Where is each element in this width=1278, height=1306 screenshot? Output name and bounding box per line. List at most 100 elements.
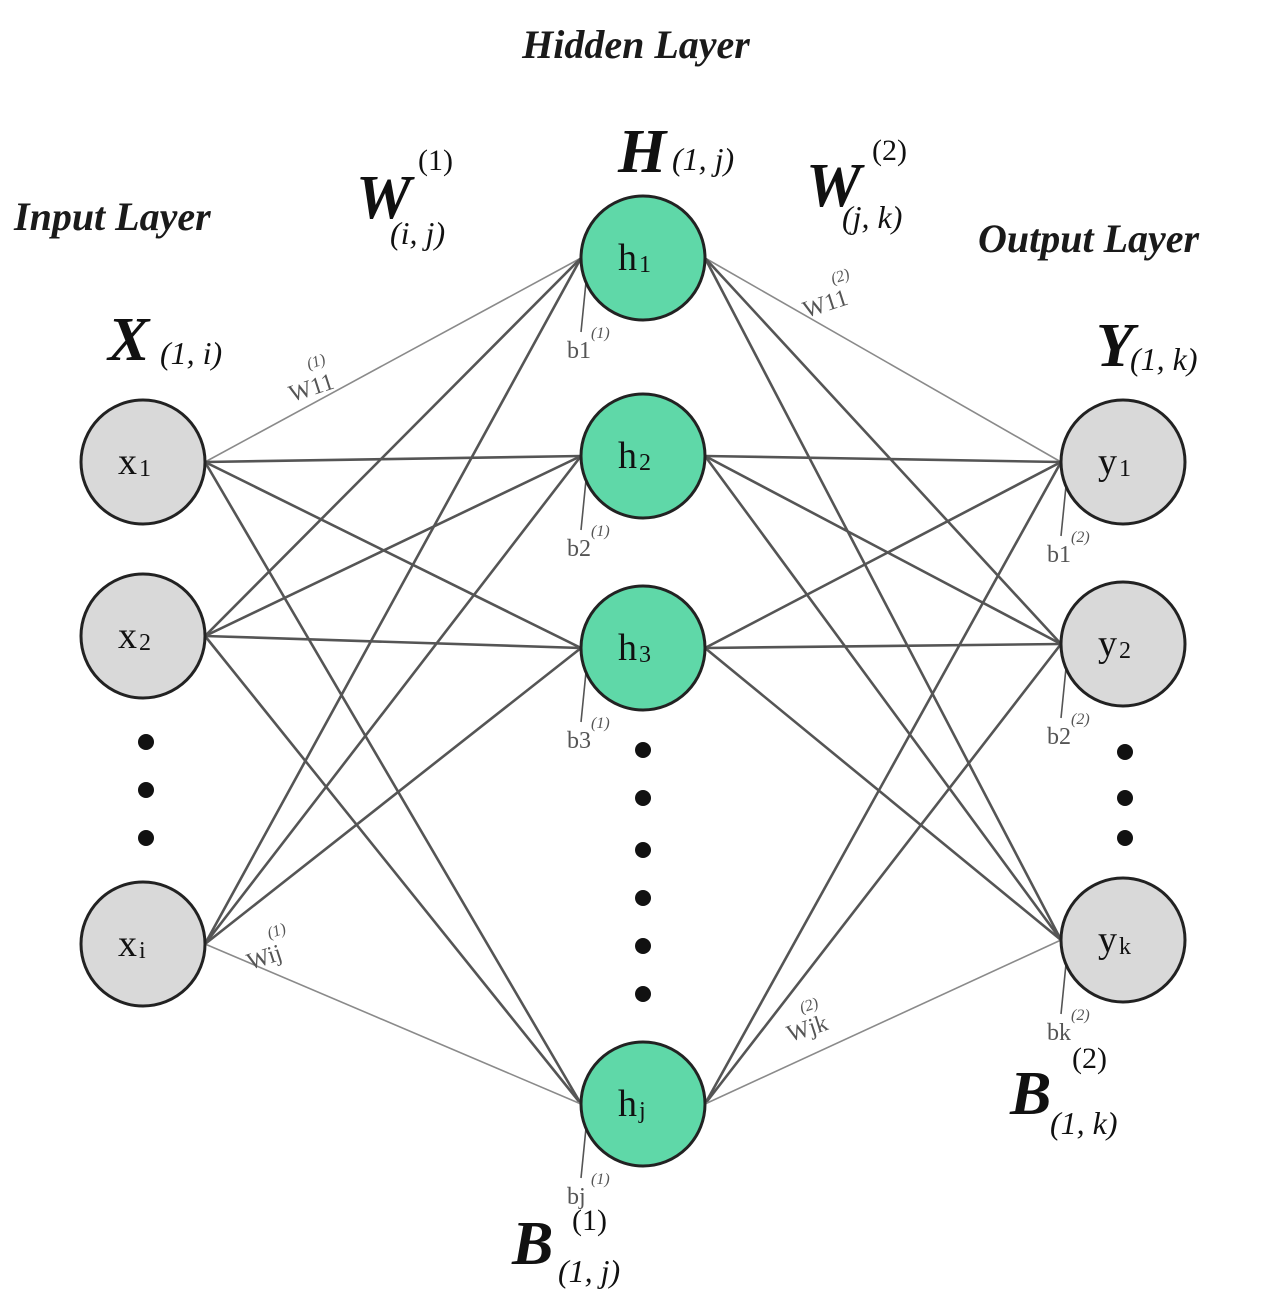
node-sub-x1: 1 — [139, 456, 151, 482]
node-sub-xi: i — [139, 938, 146, 964]
weight-label-wjk-2-sup: (2) — [798, 995, 821, 1017]
bias-label-hidden-h3: b3 — [567, 728, 591, 754]
bias-sup-hidden-h1: (1) — [591, 325, 610, 342]
node-label-x1: x — [118, 441, 137, 483]
bias-sup-hidden-h2: (1) — [591, 523, 610, 540]
bias-label-output-yk: bk — [1047, 1020, 1071, 1046]
node-circle-y2 — [1059, 580, 1187, 708]
input-vector-symbol: X (1, i) — [106, 306, 222, 374]
node-circle-x1 — [79, 398, 207, 526]
bias-vector-1-symbol: B (1) (1, j) — [511, 1204, 620, 1289]
weight-label-wij-1: Wij (1) — [244, 920, 288, 976]
nodes: x 1x 2x ih 1h 2h 3h jy 1y 2y k — [79, 194, 1187, 1168]
hidden-vector-sub: (1, j) — [672, 141, 734, 177]
edge-x2-hj — [203, 635, 583, 1105]
output-layer-title: Output Layer — [978, 216, 1200, 261]
node-circle-h2 — [579, 392, 707, 520]
node-label-hj: h — [618, 1083, 637, 1125]
edge-h1-yk — [703, 257, 1063, 941]
edge-h3-y1 — [704, 460, 1062, 650]
node-label-y1: y — [1098, 441, 1117, 483]
ellipsis-dot-hidden-4 — [635, 938, 651, 954]
bias-sup-hidden-h3: (1) — [591, 715, 610, 732]
node-label-h1: h — [618, 237, 637, 279]
weight-label-w11-2-sup: (2) — [829, 266, 852, 288]
weight-matrix-1-sub: (i, j) — [390, 215, 445, 251]
hidden-vector-symbol: H (1, j) — [617, 118, 734, 186]
edge-h2-y1 — [704, 454, 1062, 464]
weight-matrix-1-sup: (1) — [418, 144, 453, 177]
edge-x1-hj — [203, 461, 583, 1105]
node-sub-y1: 1 — [1119, 456, 1131, 482]
weight-label-w11-2-base: W11 — [800, 285, 852, 324]
node-label-y2: y — [1098, 623, 1117, 665]
bias-vector-2-sub: (1, k) — [1050, 1105, 1118, 1141]
node-sub-yk: k — [1119, 934, 1131, 960]
weight-label-wij-1-sup: (1) — [265, 920, 288, 942]
node-sub-x2: 2 — [139, 630, 151, 656]
bias-sup-output-yk: (2) — [1071, 1007, 1090, 1024]
ellipsis-dot-hidden-3 — [635, 890, 651, 906]
weight-matrix-1-symbol: W (1) (i, j) — [356, 144, 453, 251]
weight-label-wjk-2-base: Wjk — [784, 1010, 831, 1047]
bias-sup-hidden-hj: (1) — [591, 1171, 610, 1188]
hidden-vector-main: H — [617, 118, 668, 186]
connection-edges — [203, 257, 1063, 1105]
weight-label-w11-1-sup: (1) — [305, 351, 328, 373]
node-circle-h1 — [579, 194, 707, 322]
weight-label-w11-1-base: W11 — [286, 369, 338, 408]
node-sub-h3: 3 — [639, 642, 651, 668]
bias-vector-2-symbol: B (2) (1, k) — [1009, 1042, 1118, 1141]
node-label-h2: h — [618, 435, 637, 477]
edge-xi-h3 — [204, 646, 582, 946]
node-circle-yk — [1059, 876, 1187, 1004]
weight-label-w11-1: W11 (1) — [286, 351, 338, 408]
bias-vector-1-sub: (1, j) — [558, 1253, 620, 1289]
weight-label-wij-1-base: Wij — [244, 940, 285, 976]
output-vector-main: Y — [1096, 312, 1139, 380]
edge-xi-h1 — [203, 257, 583, 945]
node-label-h3: h — [618, 627, 637, 669]
edge-x2-h3 — [204, 634, 582, 650]
ellipsis-dot-output-0 — [1117, 744, 1133, 760]
ellipsis-dot-hidden-5 — [635, 986, 651, 1002]
node-circle-x2 — [79, 572, 207, 700]
ellipsis-dots — [138, 734, 1133, 1002]
weight-matrix-2-symbol: W (2) (j, k) — [806, 134, 907, 235]
bias-sup-output-y2: (2) — [1071, 711, 1090, 728]
ellipsis-dot-input-1 — [138, 782, 154, 798]
ellipsis-dot-hidden-1 — [635, 790, 651, 806]
weight-matrix-2-main: W — [806, 152, 865, 220]
bias-label-output-y2: b2 — [1047, 724, 1071, 750]
ellipsis-dot-input-2 — [138, 830, 154, 846]
edge-x2-h1 — [204, 257, 582, 637]
ellipsis-dot-input-0 — [138, 734, 154, 750]
bias-vector-2-sup: (2) — [1072, 1042, 1107, 1075]
bias-vector-1-main: B — [511, 1210, 553, 1278]
output-vector-symbol: Y (1, k) — [1096, 312, 1198, 380]
node-circle-h3 — [579, 584, 707, 712]
ellipsis-dot-output-2 — [1117, 830, 1133, 846]
edge-xi-hj — [204, 943, 582, 1105]
edge-h3-yk — [704, 646, 1062, 942]
edge-h3-y2 — [704, 642, 1062, 650]
node-label-xi: x — [118, 923, 137, 965]
node-circle-xi — [79, 880, 207, 1008]
output-vector-sub: (1, k) — [1130, 341, 1198, 377]
edge-h1-y1 — [704, 257, 1062, 463]
edge-xi-h2 — [203, 455, 583, 945]
bias-vector-1-sup: (1) — [572, 1204, 607, 1237]
node-circle-y1 — [1059, 398, 1187, 526]
edge-x1-h3 — [204, 460, 582, 650]
node-sub-hj: j — [638, 1098, 646, 1124]
